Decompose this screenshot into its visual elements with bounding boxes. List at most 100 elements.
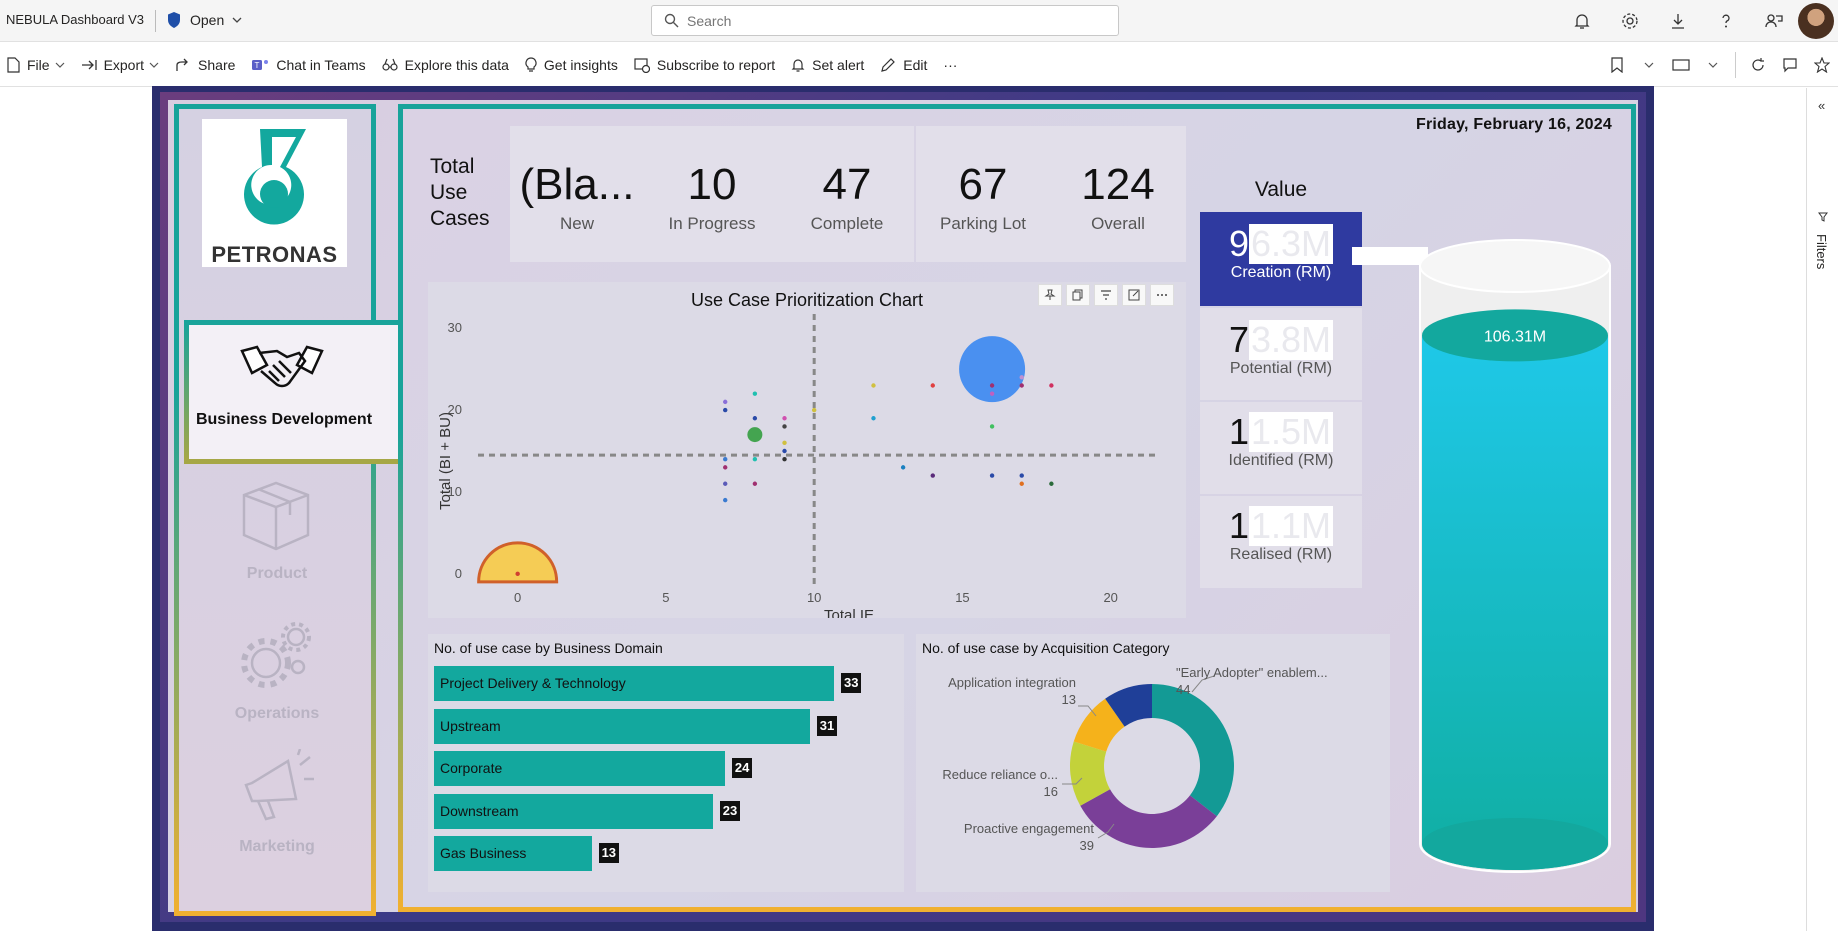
donut-label-early-adopter: "Early Adopter" enablem... 44 [1176, 665, 1328, 697]
title-divider [155, 10, 156, 32]
scatter-point [871, 416, 876, 421]
prioritization-chart[interactable]: Use Case Prioritization Chart 0 5 10 15 20 0 1… [428, 282, 1186, 618]
bar-3[interactable]: Downstream [434, 793, 713, 829]
more-options-button[interactable]: ··· [943, 56, 958, 73]
value-digit: 1 [1228, 505, 1249, 546]
teams-icon: T [252, 59, 269, 70]
scatter-point [1019, 473, 1024, 478]
app-title[interactable]: NEBULA Dashboard V3 [6, 12, 145, 27]
acquisition-category-donut-chart[interactable]: No. of use case by Acquisition Category … [916, 634, 1390, 892]
kpi-in-progress[interactable]: 10 In Progress [637, 160, 787, 234]
scatter-point [723, 497, 728, 503]
bar-4[interactable]: Gas Business [434, 836, 592, 871]
pin-icon[interactable] [1038, 284, 1062, 306]
bar-1[interactable]: Upstream [434, 708, 810, 744]
chat-in-teams-button[interactable]: T Chat in Teams [251, 50, 366, 80]
value-card-creation[interactable]: 96.3M Creation (RM) [1200, 212, 1362, 306]
scatter-point [1049, 383, 1054, 388]
refresh-icon[interactable] [1742, 57, 1774, 73]
search-box[interactable] [651, 5, 1119, 36]
cylinder-gauge[interactable]: 106.31M [1410, 162, 1620, 902]
filter-icon[interactable] [1094, 284, 1118, 306]
scatter-point [782, 456, 787, 462]
chevron-down-icon [55, 62, 64, 68]
scatter-point [752, 456, 758, 462]
value-card-realised[interactable]: 11.1M Realised (RM) [1200, 496, 1362, 588]
download-icon[interactable] [1654, 0, 1702, 42]
donut-label-reduce-reliance: Reduce reliance o... 16 [942, 767, 1058, 799]
focus-mode-icon[interactable] [1122, 284, 1146, 306]
value-card-identified[interactable]: 11.5M Identified (RM) [1200, 402, 1362, 494]
subscribe-button[interactable]: Subscribe to report [634, 50, 775, 80]
donut-slice [1070, 741, 1111, 806]
scatter-point [1019, 383, 1024, 388]
more-options-icon[interactable] [1150, 284, 1174, 306]
bookmark-icon[interactable] [1601, 57, 1633, 73]
scatter-point [782, 440, 787, 446]
visual-header-toolbar [1038, 284, 1174, 306]
leader-line [1097, 823, 1115, 839]
sensitivity-status[interactable]: Open [166, 11, 242, 29]
nav-marketing[interactable]: Marketing [239, 838, 315, 855]
business-domain-bar-chart[interactable]: No. of use case by Business Domain Proje… [428, 634, 904, 892]
nav-operations[interactable]: Operations [234, 705, 320, 722]
chevron-down-icon[interactable] [1633, 62, 1665, 68]
donut-slice [1080, 789, 1217, 848]
status-label: Open [190, 12, 225, 28]
kpi-value: (Bla... [519, 160, 635, 209]
scatter-point [989, 424, 995, 429]
favorite-star-icon[interactable] [1806, 57, 1838, 73]
nav-business-development[interactable]: Business Development [184, 320, 406, 464]
teams-label: Chat in Teams [276, 56, 366, 73]
donut-label-proactive-engagement: Proactive engagement 39 [963, 821, 1094, 853]
scatter-point [900, 465, 906, 470]
donut-slice [1152, 684, 1234, 817]
copy-icon[interactable] [1066, 284, 1090, 306]
search-input[interactable] [687, 12, 1087, 29]
report-canvas: PETRONAS Business Development Product Op… [152, 86, 1654, 931]
kpi-new[interactable]: (Bla... New [502, 160, 652, 234]
kpi-card-group-2 [916, 126, 1186, 262]
user-avatar[interactable] [1798, 3, 1834, 39]
scatter-point [723, 465, 728, 470]
tooltip-blank [1352, 247, 1428, 265]
kpi-label: New [559, 214, 594, 233]
edit-button[interactable]: Edit [880, 50, 927, 80]
feedback-icon[interactable] [1750, 0, 1798, 42]
petronas-logo: PETRONAS [202, 119, 347, 267]
scatter-point [752, 391, 758, 396]
value-label: Identified (RM) [1228, 452, 1334, 469]
comment-icon[interactable] [1774, 57, 1806, 73]
explore-data-button[interactable]: Explore this data [382, 50, 509, 80]
edit-label: Edit [903, 56, 928, 73]
kpi-value: 10 [687, 160, 737, 209]
expand-chevron-icon[interactable]: « [1818, 98, 1826, 113]
value-masked: 3.8M [1248, 319, 1334, 360]
report-date: Friday, February 16, 2024 [1416, 116, 1612, 133]
kpi-complete[interactable]: 47 Complete [772, 160, 922, 234]
kpi-label: Overall [1091, 214, 1145, 233]
kpi-parking-lot[interactable]: 67 Parking Lot [908, 160, 1058, 234]
notifications-icon[interactable] [1558, 0, 1606, 42]
view-mode-icon[interactable] [1665, 58, 1697, 72]
file-menu[interactable]: File [6, 50, 65, 80]
cylinder-top [1419, 239, 1611, 293]
chevron-down-icon[interactable] [1697, 62, 1729, 68]
kpi-overall[interactable]: 124 Overall [1043, 160, 1193, 234]
bar-0[interactable]: Project Delivery & Technology [434, 666, 834, 701]
filters-pane-collapsed[interactable]: « Filters [1806, 88, 1838, 931]
export-menu[interactable]: Export [81, 50, 159, 80]
settings-gear-icon[interactable] [1606, 0, 1654, 42]
get-insights-button[interactable]: Get insights [525, 50, 618, 80]
logo-wordmark: PETRONAS [211, 242, 338, 267]
filter-icon [1818, 212, 1828, 222]
set-alert-button[interactable]: Set alert [791, 50, 864, 80]
scatter-point [752, 481, 758, 486]
nav-product[interactable]: Product [246, 565, 308, 582]
command-bar: File Export Share T Chat in Teams Explor… [0, 43, 1838, 87]
share-button[interactable]: Share [175, 50, 235, 80]
value-card-potential[interactable]: 73.8M Potential (RM) [1200, 308, 1362, 400]
leader-line [1191, 675, 1215, 693]
bar-2[interactable]: Corporate [434, 751, 725, 786]
help-icon[interactable] [1702, 0, 1750, 42]
